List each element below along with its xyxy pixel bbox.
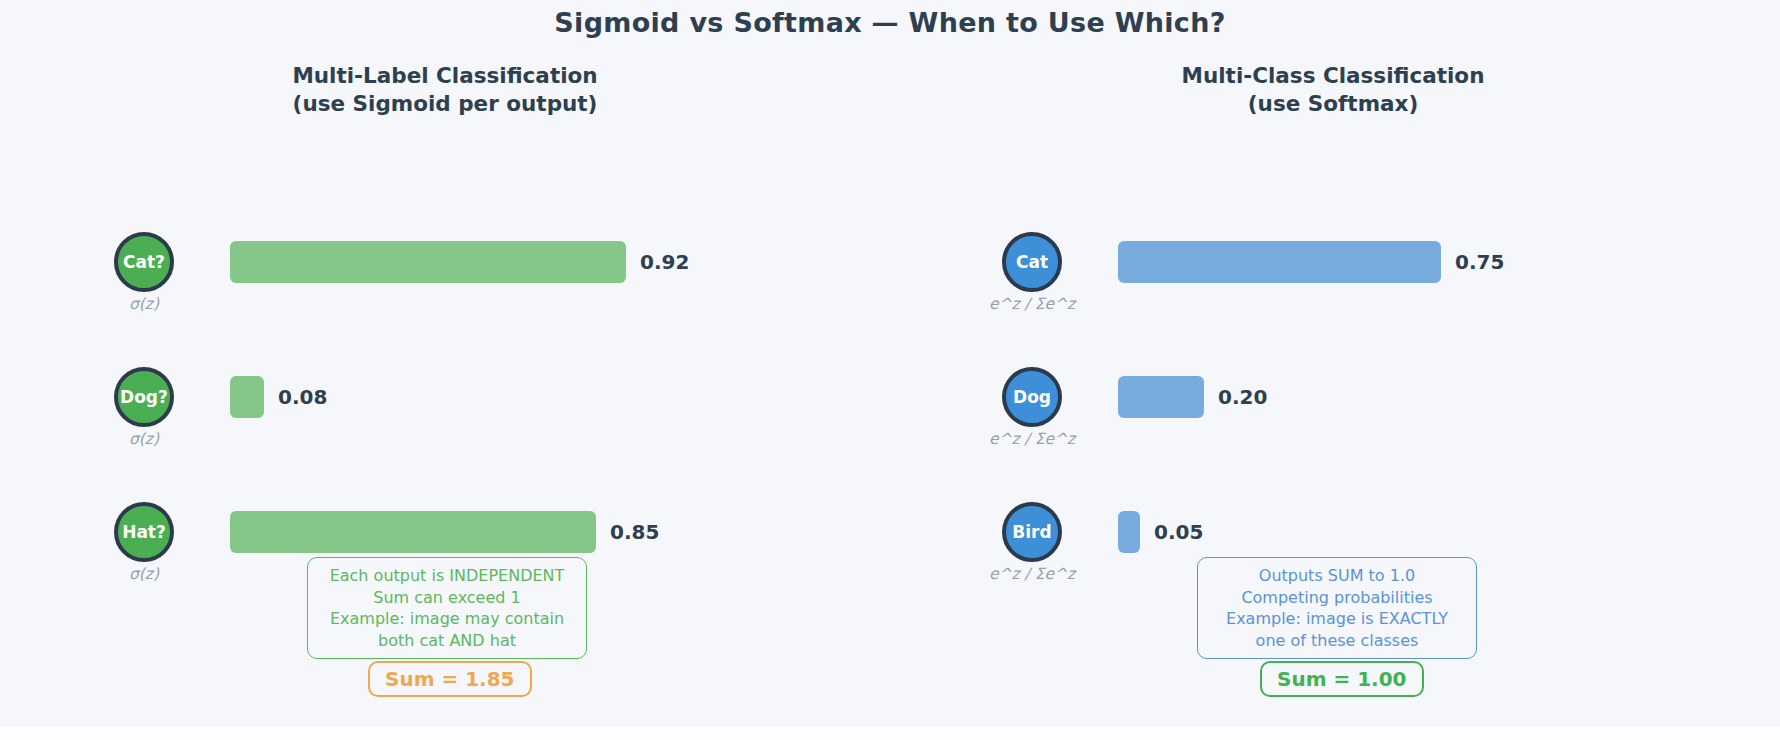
softmax-sum-badge: Sum = 1.00 xyxy=(1260,661,1424,697)
sigmoid-bar-value-dog: 0.08 xyxy=(278,385,327,409)
left-panel-header-line1: Multi-Label Classification xyxy=(245,62,645,90)
softmax-bar-row-cat: 0.75 xyxy=(1118,241,1504,283)
sigmoid-bar-value-cat: 0.92 xyxy=(640,250,689,274)
sigmoid-note-line: Sum can exceed 1 xyxy=(312,587,582,609)
softmax-note-line: Outputs SUM to 1.0 xyxy=(1202,565,1472,587)
sigmoid-bar-value-hat: 0.85 xyxy=(610,520,659,544)
softmax-formula-bird: e^z / Σe^z xyxy=(952,565,1112,583)
softmax-note-line: one of these classes xyxy=(1202,630,1472,652)
right-panel-header-line1: Multi-Class Classification xyxy=(1133,62,1533,90)
softmax-bar-row-dog: 0.20 xyxy=(1118,376,1267,418)
sigmoid-note-box: Each output is INDEPENDENT Sum can excee… xyxy=(307,557,587,659)
page-title: Sigmoid vs Softmax — When to Use Which? xyxy=(0,7,1780,38)
softmax-formula-dog: e^z / Σe^z xyxy=(952,430,1112,448)
softmax-note-line: Example: image is EXACTLY xyxy=(1202,608,1472,630)
softmax-bar-value-cat: 0.75 xyxy=(1455,250,1504,274)
left-panel-header: Multi-Label Classification (use Sigmoid … xyxy=(245,62,645,118)
sigmoid-formula-hat: σ(z) xyxy=(64,565,224,583)
sigmoid-sum-badge: Sum = 1.85 xyxy=(368,661,532,697)
right-panel-header: Multi-Class Classification (use Softmax) xyxy=(1133,62,1533,118)
sigmoid-bar-hat xyxy=(230,511,596,553)
softmax-bar-row-bird: 0.05 xyxy=(1118,511,1203,553)
sigmoid-formula-cat: σ(z) xyxy=(64,295,224,313)
figure-canvas: Sigmoid vs Softmax — When to Use Which? … xyxy=(0,0,1780,740)
softmax-node-dog-label: Dog xyxy=(1013,387,1051,407)
sigmoid-note-line: Each output is INDEPENDENT xyxy=(312,565,582,587)
sigmoid-node-cat: Cat? xyxy=(114,232,174,292)
softmax-bar-dog xyxy=(1118,376,1204,418)
sigmoid-node-dog-label: Dog? xyxy=(120,387,168,407)
softmax-bar-value-dog: 0.20 xyxy=(1218,385,1267,409)
right-panel-header-line2: (use Softmax) xyxy=(1133,90,1533,118)
bottom-strip xyxy=(0,727,1780,740)
sigmoid-node-hat: Hat? xyxy=(114,502,174,562)
sigmoid-bar-row-hat: 0.85 xyxy=(230,511,659,553)
softmax-node-bird: Bird xyxy=(1002,502,1062,562)
sigmoid-bar-row-dog: 0.08 xyxy=(230,376,327,418)
softmax-bar-cat xyxy=(1118,241,1441,283)
sigmoid-note-line: both cat AND hat xyxy=(312,630,582,652)
softmax-node-bird-label: Bird xyxy=(1012,522,1051,542)
sigmoid-node-cat-label: Cat? xyxy=(123,252,165,272)
softmax-formula-cat: e^z / Σe^z xyxy=(952,295,1112,313)
softmax-bar-value-bird: 0.05 xyxy=(1154,520,1203,544)
sigmoid-bar-row-cat: 0.92 xyxy=(230,241,689,283)
sigmoid-node-hat-label: Hat? xyxy=(122,522,166,542)
softmax-note-line: Competing probabilities xyxy=(1202,587,1472,609)
softmax-bar-bird xyxy=(1118,511,1140,553)
sigmoid-bar-cat xyxy=(230,241,626,283)
left-panel-header-line2: (use Sigmoid per output) xyxy=(245,90,645,118)
softmax-node-dog: Dog xyxy=(1002,367,1062,427)
softmax-note-box: Outputs SUM to 1.0 Competing probabiliti… xyxy=(1197,557,1477,659)
softmax-node-cat-label: Cat xyxy=(1016,252,1048,272)
sigmoid-note-line: Example: image may contain xyxy=(312,608,582,630)
sigmoid-formula-dog: σ(z) xyxy=(64,430,224,448)
softmax-node-cat: Cat xyxy=(1002,232,1062,292)
sigmoid-node-dog: Dog? xyxy=(114,367,174,427)
sigmoid-bar-dog xyxy=(230,376,264,418)
